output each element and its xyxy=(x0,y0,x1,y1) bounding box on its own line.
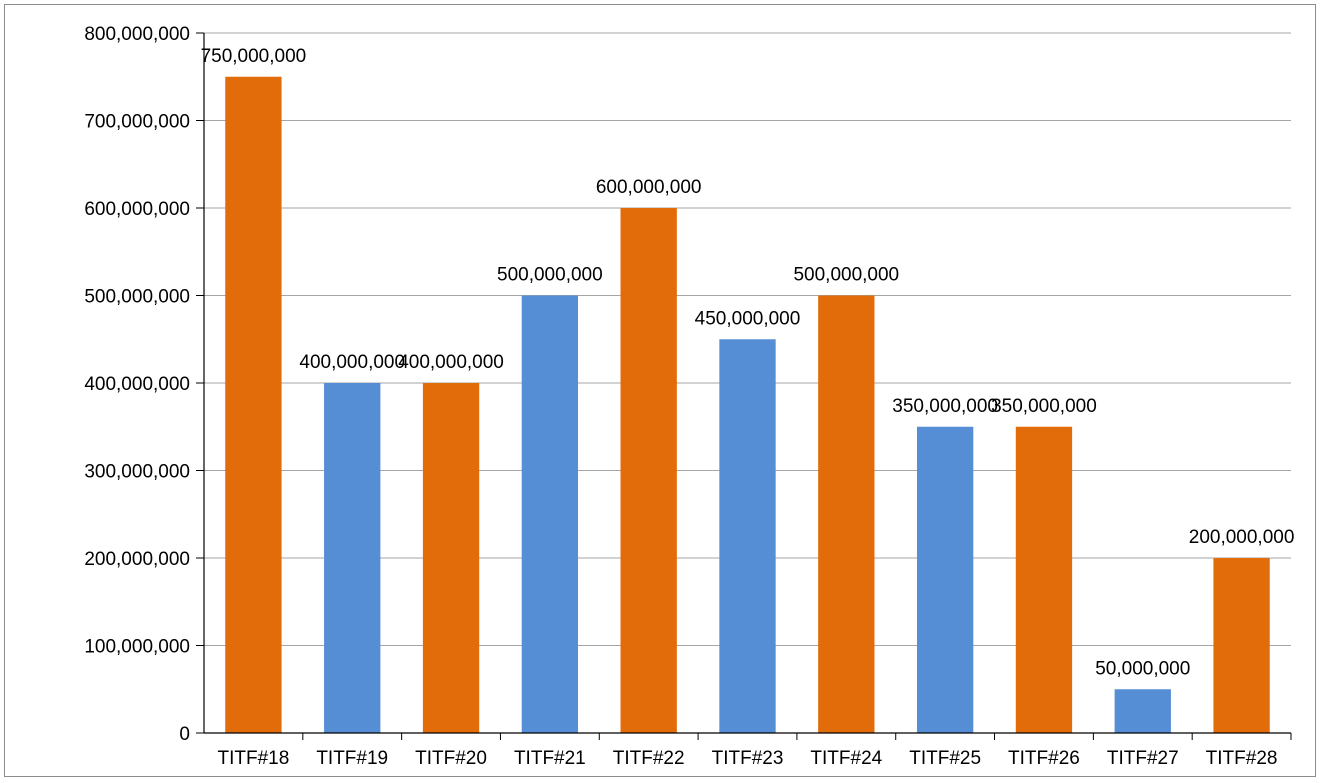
y-tick-label: 700,000,000 xyxy=(84,112,190,133)
x-tick-label: TITF#26 xyxy=(1008,748,1080,769)
y-tick-label: 600,000,000 xyxy=(84,199,190,220)
gridlines xyxy=(204,32,1291,646)
x-tick-label: TITF#28 xyxy=(1206,748,1278,769)
y-tick-label: 0 xyxy=(179,724,190,745)
data-label: 500,000,000 xyxy=(793,265,899,286)
x-tick-label: TITF#19 xyxy=(316,748,388,769)
x-tick-label: TITF#23 xyxy=(712,748,784,769)
data-label: 200,000,000 xyxy=(1189,527,1295,548)
x-tick-label: TITF#24 xyxy=(810,748,882,769)
data-label: 600,000,000 xyxy=(596,177,702,198)
bar-titf28 xyxy=(1213,558,1270,733)
data-label: 400,000,000 xyxy=(299,352,405,373)
x-axis: TITF#18 TITF#19 TITF#20 TITF#21 TITF#22 TITF#… xyxy=(204,732,1292,769)
bar-titf24 xyxy=(818,295,875,733)
bar-titf20 xyxy=(422,383,480,733)
bar-titf22 xyxy=(620,208,677,733)
bars xyxy=(225,76,1270,733)
data-label: 500,000,000 xyxy=(497,265,603,286)
x-tick-label: TITF#18 xyxy=(218,748,290,769)
y-tick-label: 100,000,000 xyxy=(84,637,190,658)
bar-titf19 xyxy=(324,383,381,733)
data-label: 750,000,000 xyxy=(201,46,307,67)
bar-titf27 xyxy=(1114,689,1171,733)
y-tick-label: 300,000,000 xyxy=(84,462,190,483)
x-tick-label: TITF#21 xyxy=(514,748,586,769)
data-label: 400,000,000 xyxy=(398,352,504,373)
data-label: 450,000,000 xyxy=(695,308,801,329)
bar-titf21 xyxy=(521,295,579,733)
y-tick-label: 200,000,000 xyxy=(84,549,190,570)
data-label: 350,000,000 xyxy=(892,396,998,417)
x-tick-label: TITF#20 xyxy=(415,748,487,769)
y-tick-label: 800,000,000 xyxy=(84,24,190,45)
bar-titf18 xyxy=(225,76,282,733)
x-tick-label: TITF#27 xyxy=(1107,748,1179,769)
bar-titf25 xyxy=(916,426,974,733)
y-axis: 0 100,000,000 200,000,000 300,000,000 400,00… xyxy=(84,24,205,745)
data-label: 50,000,000 xyxy=(1095,658,1190,679)
data-label: 350,000,000 xyxy=(991,396,1097,417)
x-tick-label: TITF#25 xyxy=(909,748,981,769)
y-tick-label: 500,000,000 xyxy=(84,287,190,308)
bar-titf23 xyxy=(719,339,776,733)
bar-titf26 xyxy=(1015,426,1073,733)
x-tick-label: TITF#22 xyxy=(613,748,685,769)
y-tick-label: 400,000,000 xyxy=(84,374,190,395)
